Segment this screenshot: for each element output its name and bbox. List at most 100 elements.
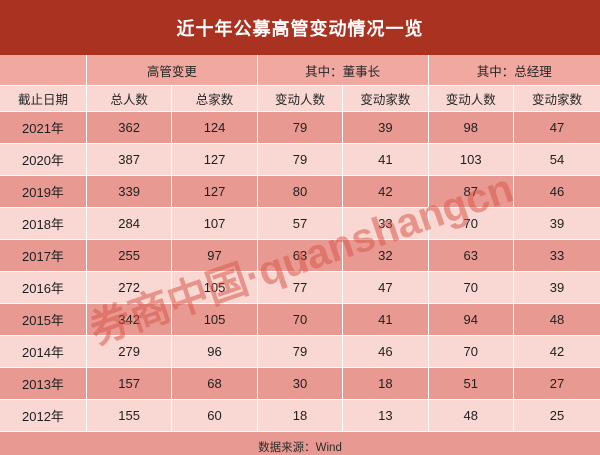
cell-gm-people: 63 [428, 239, 514, 272]
cell-gm-firms: 39 [513, 271, 600, 304]
cell-gm-firms: 25 [513, 399, 600, 432]
cell-gm-firms: 48 [513, 303, 600, 336]
cell-gm-people: 48 [428, 399, 514, 432]
table-row: 2021年 362 124 79 39 98 47 [0, 111, 600, 144]
group-header-row: 高管变更 其中：董事长 其中：总经理 [0, 55, 600, 86]
cell-exec-firms: 107 [171, 207, 258, 240]
group-header-general-manager: 其中：总经理 [428, 55, 600, 86]
column-header-chair-people: 变动人数 [257, 85, 344, 112]
cell-exec-firms: 105 [171, 303, 258, 336]
table-row: 2019年 339 127 80 42 87 46 [0, 175, 600, 208]
cell-exec-people: 362 [86, 111, 173, 144]
cell-gm-firms: 33 [513, 239, 600, 272]
cell-chair-firms: 13 [342, 399, 429, 432]
table-row: 2014年 279 96 79 46 70 42 [0, 335, 600, 368]
table-row: 2013年 157 68 30 18 51 27 [0, 367, 600, 400]
group-header-blank [0, 55, 87, 86]
cell-chair-firms: 39 [342, 111, 429, 144]
cell-date: 2016年 [0, 271, 87, 304]
cell-chair-people: 79 [257, 111, 344, 144]
cell-chair-firms: 18 [342, 367, 429, 400]
group-header-exec-change: 高管变更 [86, 55, 258, 86]
page-title: 近十年公募高管变动情况一览 [176, 18, 424, 39]
column-header-exec-people: 总人数 [86, 85, 173, 112]
cell-exec-firms: 97 [171, 239, 258, 272]
cell-gm-firms: 42 [513, 335, 600, 368]
cell-chair-people: 79 [257, 143, 344, 176]
cell-chair-firms: 41 [342, 143, 429, 176]
cell-gm-people: 98 [428, 111, 514, 144]
exec-change-table: 高管变更 其中：董事长 其中：总经理 截止日期 总人数 总家数 变动人数 变动家… [0, 55, 600, 432]
cell-exec-firms: 127 [171, 143, 258, 176]
cell-exec-people: 279 [86, 335, 173, 368]
cell-gm-people: 87 [428, 175, 514, 208]
cell-gm-firms: 47 [513, 111, 600, 144]
table-row: 2020年 387 127 79 41 103 54 [0, 143, 600, 176]
cell-exec-firms: 124 [171, 111, 258, 144]
table-row: 2018年 284 107 57 33 70 39 [0, 207, 600, 240]
cell-date: 2015年 [0, 303, 87, 336]
cell-exec-people: 155 [86, 399, 173, 432]
cell-exec-firms: 60 [171, 399, 258, 432]
cell-gm-people: 70 [428, 207, 514, 240]
table-row: 2012年 155 60 18 13 48 25 [0, 399, 600, 432]
cell-exec-people: 255 [86, 239, 173, 272]
cell-chair-people: 57 [257, 207, 344, 240]
cell-gm-people: 70 [428, 271, 514, 304]
cell-date: 2012年 [0, 399, 87, 432]
cell-chair-firms: 46 [342, 335, 429, 368]
table-head: 高管变更 其中：董事长 其中：总经理 截止日期 总人数 总家数 变动人数 变动家… [0, 55, 600, 112]
group-header-chairman: 其中：董事长 [257, 55, 429, 86]
cell-gm-people: 51 [428, 367, 514, 400]
column-header-exec-firms: 总家数 [171, 85, 258, 112]
cell-exec-people: 339 [86, 175, 173, 208]
cell-gm-people: 94 [428, 303, 514, 336]
cell-gm-people: 103 [428, 143, 514, 176]
cell-date: 2013年 [0, 367, 87, 400]
cell-date: 2019年 [0, 175, 87, 208]
cell-gm-firms: 46 [513, 175, 600, 208]
cell-exec-people: 387 [86, 143, 173, 176]
cell-date: 2021年 [0, 111, 87, 144]
cell-exec-people: 272 [86, 271, 173, 304]
cell-chair-firms: 42 [342, 175, 429, 208]
cell-chair-people: 30 [257, 367, 344, 400]
cell-chair-people: 80 [257, 175, 344, 208]
table-row: 2015年 342 105 70 41 94 48 [0, 303, 600, 336]
title-banner: 近十年公募高管变动情况一览 [0, 0, 600, 55]
cell-chair-people: 18 [257, 399, 344, 432]
cell-exec-people: 342 [86, 303, 173, 336]
cell-gm-firms: 27 [513, 367, 600, 400]
cell-date: 2014年 [0, 335, 87, 368]
table-row: 2017年 255 97 63 32 63 33 [0, 239, 600, 272]
cell-date: 2017年 [0, 239, 87, 272]
column-header-gm-people: 变动人数 [428, 85, 514, 112]
cell-chair-people: 70 [257, 303, 344, 336]
cell-gm-firms: 39 [513, 207, 600, 240]
cell-gm-people: 70 [428, 335, 514, 368]
cell-chair-people: 79 [257, 335, 344, 368]
cell-chair-people: 77 [257, 271, 344, 304]
cell-exec-firms: 68 [171, 367, 258, 400]
cell-chair-firms: 32 [342, 239, 429, 272]
footer-bar: 数据来源：Wind [0, 432, 600, 455]
cell-date: 2020年 [0, 143, 87, 176]
cell-exec-people: 157 [86, 367, 173, 400]
column-header-chair-firms: 变动家数 [342, 85, 429, 112]
column-header-gm-firms: 变动家数 [513, 85, 600, 112]
cell-gm-firms: 54 [513, 143, 600, 176]
column-header-date: 截止日期 [0, 85, 87, 112]
data-source-label: 数据来源：Wind [258, 441, 342, 454]
cell-chair-firms: 47 [342, 271, 429, 304]
cell-chair-firms: 41 [342, 303, 429, 336]
table-row: 2016年 272 105 77 47 70 39 [0, 271, 600, 304]
cell-exec-people: 284 [86, 207, 173, 240]
cell-chair-firms: 33 [342, 207, 429, 240]
table-body: 2021年 362 124 79 39 98 47 2020年 387 127 … [0, 111, 600, 432]
cell-exec-firms: 127 [171, 175, 258, 208]
cell-exec-firms: 96 [171, 335, 258, 368]
column-header-row: 截止日期 总人数 总家数 变动人数 变动家数 变动人数 变动家数 [0, 85, 600, 112]
cell-chair-people: 63 [257, 239, 344, 272]
cell-date: 2018年 [0, 207, 87, 240]
